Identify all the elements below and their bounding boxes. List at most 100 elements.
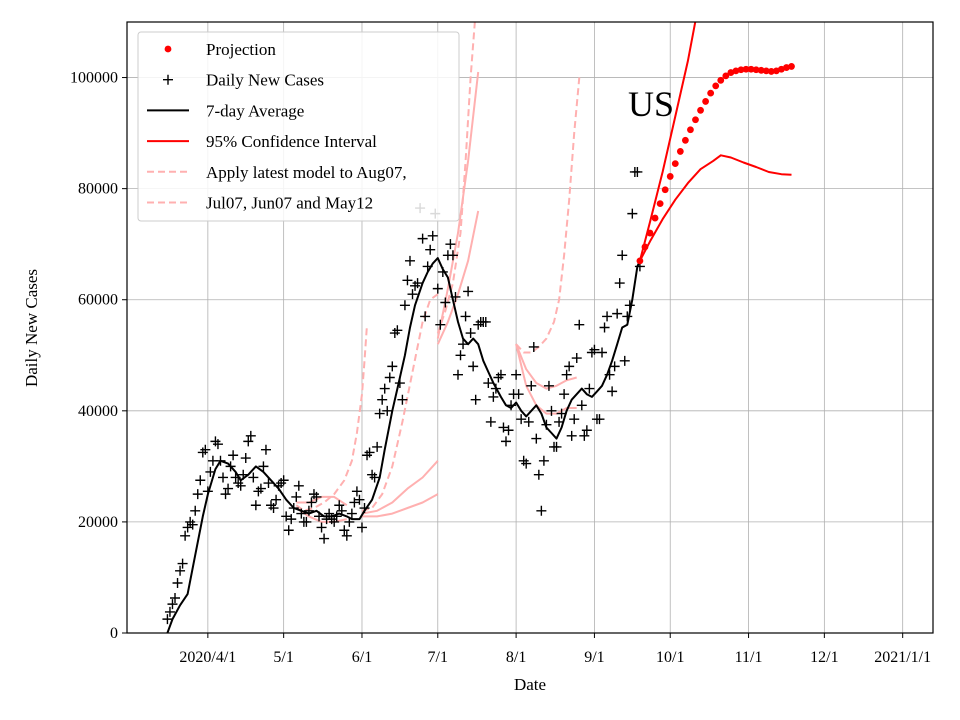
daily-case-point: [167, 599, 178, 610]
x-tick-label: 7/1: [428, 649, 448, 666]
daily-case-point: [356, 522, 367, 533]
projection-point: [656, 200, 664, 208]
series-95-confidence-interval-upper: [638, 22, 697, 262]
x-tick-label: 12/1: [810, 649, 838, 666]
daily-case-point: [619, 355, 630, 366]
projection-point: [767, 68, 775, 75]
daily-case-point: [612, 308, 623, 319]
daily-case-point: [599, 322, 610, 333]
daily-case-point: [447, 250, 458, 261]
y-tick-label: 0: [110, 625, 118, 642]
x-tick-label: 6/1: [352, 649, 372, 666]
daily-case-point: [584, 383, 595, 394]
daily-case-point: [404, 255, 415, 266]
daily-case-point: [382, 405, 393, 416]
y-tick-label: 40000: [78, 403, 118, 420]
region-annotation: US: [628, 84, 674, 124]
daily-case-point: [263, 478, 274, 489]
daily-case-point: [235, 480, 246, 491]
daily-case-point: [579, 430, 590, 441]
daily-case-point: [384, 372, 395, 383]
daily-case-point: [561, 369, 572, 380]
daily-case-point: [455, 350, 466, 361]
daily-case-point: [574, 319, 585, 330]
x-tick-label: 2020/4/1: [179, 649, 236, 666]
legend-entry-3: 7-day Average: [147, 101, 304, 120]
series-apply-latest-model-to-may12: [295, 324, 368, 512]
x-tick-label: 8/1: [506, 649, 526, 666]
series-jul07-ci-lower: [436, 210, 480, 345]
daily-case-point: [339, 525, 350, 536]
daily-case-point: [291, 491, 302, 502]
daily-case-point: [425, 244, 436, 255]
daily-case-point: [177, 558, 188, 569]
daily-case-point: [440, 297, 451, 308]
legend-plus-marker: [163, 74, 173, 85]
daily-case-point: [458, 339, 469, 350]
projection-point: [747, 65, 755, 73]
projection-point: [757, 66, 765, 74]
legend-box: [137, 31, 460, 222]
projection-point: [732, 67, 740, 75]
series-aug07-ci-lower: [515, 343, 577, 415]
x-axis-title: Date: [514, 675, 546, 694]
series-line-jun07-ci-lower: [362, 493, 439, 518]
daily-case-point: [498, 422, 509, 433]
daily-case-point: [271, 494, 282, 505]
projection-point: [681, 136, 689, 144]
daily-case-point: [546, 405, 557, 416]
daily-case-point: [351, 486, 362, 497]
daily-case-point: [571, 353, 582, 364]
daily-case-point: [397, 394, 408, 405]
series-line-apply-latest-model-to-jul07: [436, 22, 476, 334]
series-apply-latest-model-to-jul07: [436, 22, 476, 334]
daily-case-point: [559, 389, 570, 400]
daily-case-point: [223, 483, 234, 494]
daily-case-point: [293, 480, 304, 491]
daily-case-point: [526, 380, 537, 391]
daily-case-point: [460, 311, 471, 322]
daily-case-point: [346, 508, 357, 519]
projection-point: [717, 76, 725, 84]
daily-case-point: [566, 430, 577, 441]
daily-case-point: [200, 444, 211, 455]
daily-case-point: [245, 430, 256, 441]
series-jun07-ci-upper: [361, 460, 439, 515]
daily-case-point: [306, 497, 317, 508]
daily-case-point: [523, 416, 534, 427]
daily-case-point: [485, 416, 496, 427]
daily-case-point: [480, 316, 491, 327]
daily-case-point: [503, 425, 514, 436]
daily-case-point: [218, 472, 229, 483]
daily-case-point: [465, 328, 476, 339]
plot-series: [162, 22, 795, 633]
daily-case-point: [533, 469, 544, 480]
daily-case-point: [255, 483, 266, 494]
y-tick-label: 100000: [70, 70, 118, 87]
series-may12-ci-upper: [296, 495, 348, 507]
daily-case-point: [243, 436, 254, 447]
daily-case-point: [594, 414, 605, 425]
series-aug07-ci-upper: [515, 343, 577, 390]
daily-case-point: [329, 516, 340, 527]
daily-case-point: [369, 472, 380, 483]
y-tick-label: 60000: [78, 292, 118, 309]
x-axis-ticks: 2020/4/1 5/1 6/1 7/1 8/1 9/1 10/1 11/1 12/1 2021/…: [179, 633, 931, 666]
series-line-apply-latest-model-to-aug07: [515, 77, 581, 354]
series-line-may12-ci-upper: [296, 495, 348, 507]
daily-case-point: [407, 289, 418, 300]
projection-point: [671, 160, 679, 168]
daily-case-point: [212, 439, 223, 450]
daily-case-point: [513, 389, 524, 400]
projection-point: [783, 64, 790, 71]
legend: Projection Daily New Cases 7-day Average 95…: [137, 31, 460, 222]
series-line-jul07-ci-lower: [436, 210, 480, 345]
daily-case-point: [417, 233, 428, 244]
daily-case-point: [377, 394, 388, 405]
daily-case-point: [392, 325, 403, 336]
series-jul07-ci-upper: [436, 71, 480, 339]
legend-entry-4: 95% Confidence Interval: [147, 132, 377, 151]
daily-case-point: [283, 525, 294, 536]
legend-label: Jul07, Jun07 and May12: [206, 194, 373, 213]
legend-label: 7-day Average: [206, 101, 304, 120]
